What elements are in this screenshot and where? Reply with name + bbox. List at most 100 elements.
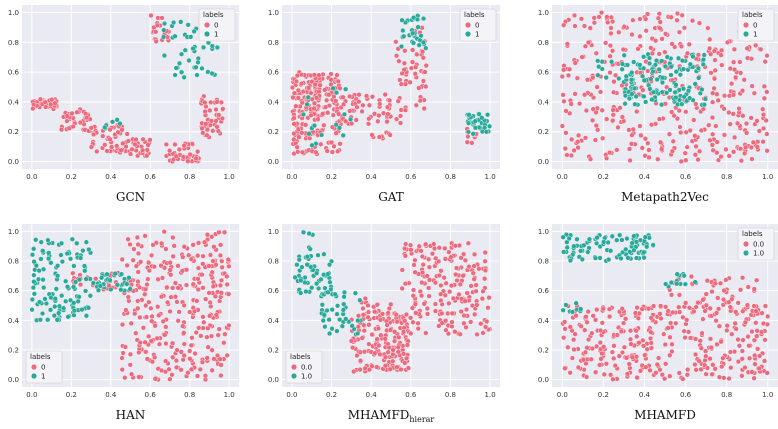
data-point: [461, 320, 467, 326]
data-point: [603, 361, 609, 367]
data-point: [710, 147, 716, 153]
data-point: [299, 149, 305, 155]
y-tick-label: 0.6: [268, 287, 280, 295]
data-point: [209, 367, 215, 373]
data-point: [472, 311, 478, 317]
data-point: [172, 141, 178, 148]
data-point: [71, 312, 77, 318]
data-point: [607, 313, 613, 320]
data-point: [596, 14, 602, 20]
data-point: [181, 244, 187, 250]
data-point: [452, 243, 458, 249]
data-point: [205, 325, 211, 331]
data-point: [641, 77, 647, 84]
data-point: [384, 104, 391, 110]
data-point: [635, 315, 641, 321]
data-point: [728, 365, 734, 371]
y-tick-label: 0.0: [268, 376, 279, 384]
data-point: [304, 262, 310, 268]
data-point: [716, 374, 723, 380]
data-point: [130, 257, 136, 263]
data-point: [715, 295, 721, 301]
data-point: [736, 105, 742, 112]
data-point: [326, 330, 333, 337]
data-point: [104, 148, 110, 154]
data-point: [359, 108, 365, 114]
data-point: [156, 341, 163, 347]
data-point: [77, 119, 83, 126]
data-point: [149, 313, 155, 319]
data-point: [158, 294, 165, 300]
data-point: [662, 63, 669, 70]
data-point: [650, 242, 656, 248]
data-point: [82, 268, 88, 274]
x-tick-label: 0.0: [26, 391, 37, 399]
data-point: [150, 242, 156, 248]
y-tick-label: 0.4: [538, 98, 550, 106]
data-point: [187, 356, 193, 362]
data-point: [616, 29, 622, 35]
data-point: [204, 334, 210, 340]
data-point: [135, 269, 141, 275]
data-point: [309, 142, 315, 148]
data-point: [719, 47, 725, 53]
data-point: [693, 143, 699, 150]
data-point: [698, 127, 704, 134]
data-point: [704, 278, 710, 284]
data-point: [304, 101, 310, 108]
data-point: [295, 149, 301, 155]
data-point: [291, 115, 297, 121]
data-point: [585, 39, 592, 46]
data-point: [590, 313, 596, 319]
data-point: [340, 94, 346, 100]
data-point: [564, 239, 570, 245]
data-point: [133, 330, 139, 336]
data-point: [754, 328, 760, 334]
data-point: [356, 92, 362, 98]
data-point: [643, 364, 649, 370]
data-point: [739, 373, 745, 379]
data-point: [135, 241, 141, 248]
y-tick-label: 1.0: [538, 9, 549, 17]
data-point: [764, 370, 770, 376]
y-tick-label: 0.8: [8, 39, 19, 47]
data-point: [634, 333, 640, 340]
legend-title: labels: [464, 11, 485, 19]
data-point: [591, 15, 597, 21]
data-point: [188, 342, 194, 348]
data-point: [405, 365, 412, 371]
data-point: [739, 275, 746, 281]
data-point: [669, 109, 675, 115]
data-point: [402, 245, 408, 252]
data-point: [142, 233, 148, 239]
data-point: [611, 79, 617, 85]
data-point: [599, 59, 605, 65]
data-point: [321, 122, 327, 128]
data-point: [601, 371, 607, 378]
data-point: [396, 58, 402, 64]
data-point: [731, 149, 737, 155]
data-point: [337, 141, 343, 147]
data-point: [122, 344, 128, 350]
data-point: [472, 125, 479, 131]
data-point: [659, 58, 665, 64]
data-point: [691, 308, 697, 315]
data-point: [122, 375, 128, 381]
data-point: [295, 87, 301, 93]
subplot-caption: MHAMFDhierar: [348, 408, 435, 424]
data-point: [696, 20, 703, 26]
data-point: [700, 57, 707, 63]
data-point: [415, 326, 421, 332]
data-point: [70, 123, 76, 130]
data-point: [410, 30, 416, 36]
data-point: [658, 102, 665, 108]
data-point: [727, 349, 734, 355]
data-point: [681, 273, 687, 279]
data-point: [176, 146, 182, 153]
data-point: [170, 234, 176, 241]
data-point: [31, 259, 37, 265]
data-point: [161, 27, 167, 33]
data-point: [561, 22, 567, 28]
data-point: [623, 246, 629, 252]
data-point: [690, 53, 696, 60]
